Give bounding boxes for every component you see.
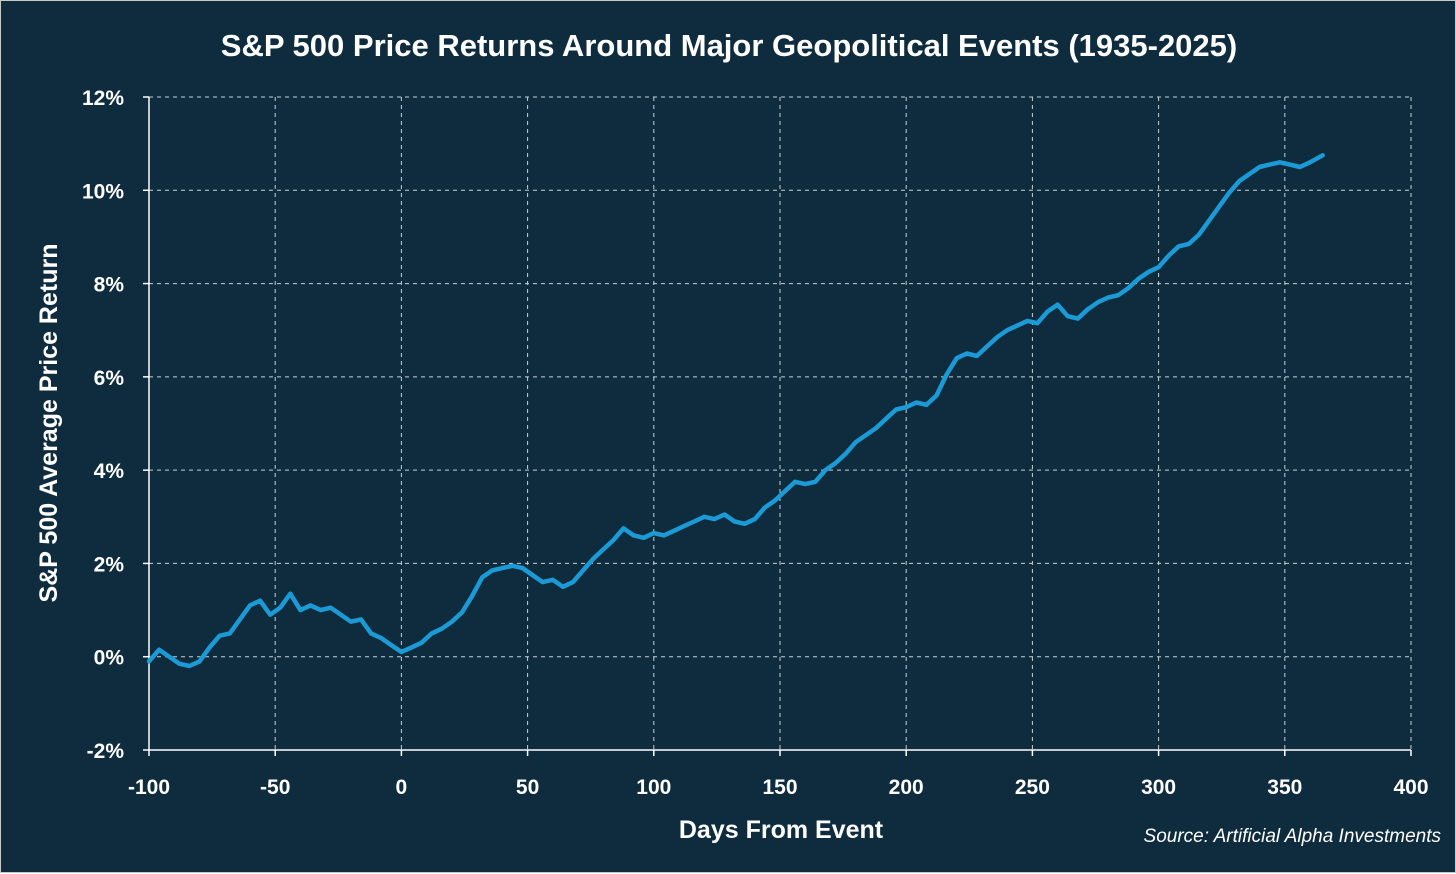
- y-tick-label: 0%: [94, 647, 125, 670]
- x-tick-labels: -100 -50 0 50 100 150 200 250 300 350 400: [128, 776, 1429, 799]
- x-tick-label: 0: [396, 776, 408, 799]
- series-layer: [146, 153, 1325, 669]
- x-tick-label: 150: [762, 776, 797, 799]
- source-note: Source: Artificial Alpha Investments: [1144, 826, 1442, 847]
- x-tick-label: 400: [1393, 776, 1428, 799]
- x-tick-label: 200: [889, 776, 924, 799]
- y-tick-label: 2%: [94, 553, 125, 576]
- y-tick-label: 12%: [82, 87, 124, 110]
- y-axis-label: S&P 500 Average Price Return: [35, 244, 63, 603]
- x-tick-label: -100: [128, 776, 170, 799]
- x-tick-label: 300: [1141, 776, 1176, 799]
- x-tick-label: 250: [1015, 776, 1050, 799]
- gridlines: [149, 96, 1412, 750]
- y-tick-label: -2%: [87, 740, 125, 763]
- y-tick-label: 10%: [82, 180, 124, 203]
- x-tick-label: 50: [516, 776, 539, 799]
- y-tick-label: 4%: [94, 460, 125, 483]
- x-tick-label: 100: [636, 776, 671, 799]
- series-line: [146, 153, 1325, 669]
- x-tick-label: 350: [1267, 776, 1302, 799]
- axes: [143, 96, 1412, 756]
- y-tick-labels: -2% 0% 2% 4% 6% 8% 10% 12%: [82, 87, 124, 763]
- y-tick-label: 8%: [94, 274, 125, 297]
- y-tick-label: 6%: [94, 367, 125, 390]
- x-axis-label: Days From Event: [679, 816, 884, 844]
- chart-title: S&P 500 Price Returns Around Major Geopo…: [221, 28, 1237, 63]
- x-tick-label: -50: [260, 776, 290, 799]
